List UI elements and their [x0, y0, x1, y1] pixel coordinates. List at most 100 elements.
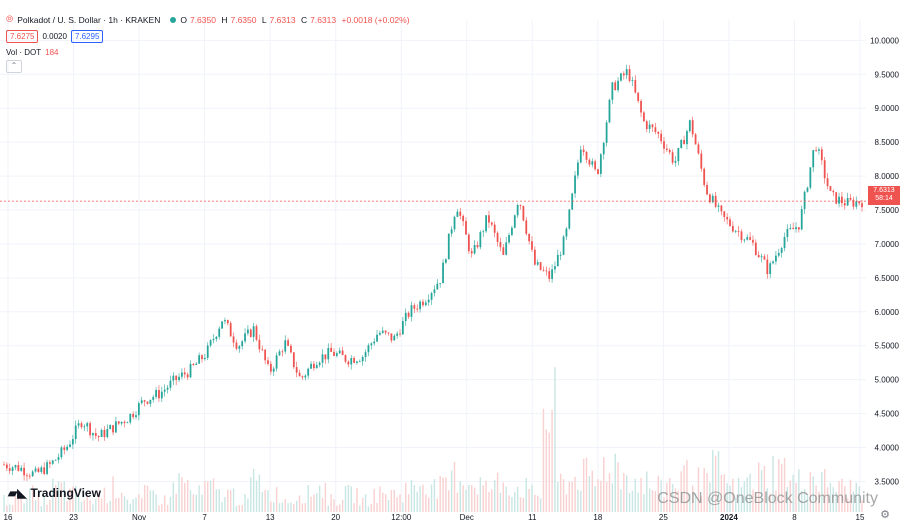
- candle: [637, 92, 640, 101]
- candle: [838, 196, 840, 204]
- price-axis: 10.0000 9.5000 9.0000 8.5000 8.0000 7.5000 7.0…: [870, 36, 899, 486]
- candle: [69, 444, 71, 447]
- candle: [252, 326, 255, 337]
- volume-bar: [129, 503, 131, 512]
- candle: [31, 471, 34, 477]
- volume-bar: [416, 491, 418, 512]
- volume-bar: [559, 473, 562, 512]
- candle: [743, 239, 746, 241]
- candle: [287, 340, 289, 346]
- volume-bar: [516, 486, 519, 512]
- volume-bar: [370, 504, 373, 512]
- volume-bar: [327, 505, 329, 512]
- y-tick-label: 3.5000: [875, 477, 900, 486]
- candle: [622, 73, 625, 76]
- candle: [602, 142, 605, 155]
- volume-bar: [700, 496, 703, 512]
- candle: [46, 462, 48, 474]
- gear-icon[interactable]: ⚙: [880, 509, 890, 521]
- candle: [683, 139, 685, 145]
- candle: [80, 423, 83, 428]
- volume-bar: [146, 485, 149, 512]
- candle: [729, 219, 731, 226]
- candle: [711, 195, 714, 203]
- volume-bar: [247, 498, 249, 512]
- volume-bar: [100, 498, 103, 512]
- candle: [367, 345, 370, 353]
- volume-bar: [620, 489, 622, 512]
- volume-bar: [359, 505, 361, 512]
- market-status-icon: [170, 16, 177, 23]
- candle: [625, 69, 628, 76]
- volume-bar: [198, 485, 200, 512]
- candle: [608, 99, 611, 123]
- candle: [579, 149, 582, 163]
- candle: [424, 302, 427, 306]
- volume-bar: [396, 497, 398, 512]
- open-label: O: [180, 14, 187, 25]
- volume-bar: [313, 494, 315, 512]
- volume-bar: [367, 506, 370, 512]
- candle: [86, 423, 89, 427]
- volume-bar: [714, 455, 717, 512]
- volume-bar: [175, 493, 177, 512]
- candle: [465, 221, 467, 235]
- volume-bar: [209, 480, 212, 512]
- candle: [634, 80, 637, 93]
- volume-bar: [795, 482, 797, 512]
- candle: [861, 203, 863, 208]
- candle: [783, 236, 786, 249]
- volume-bar: [752, 489, 754, 512]
- tradingview-logo[interactable]: ▰◣ TradingView: [8, 486, 101, 500]
- volume-bar: [723, 474, 725, 512]
- candle: [23, 467, 25, 476]
- volume-bar: [818, 491, 820, 512]
- volume-bar: [829, 482, 832, 512]
- volume-bar: [637, 492, 639, 512]
- candle: [344, 355, 347, 362]
- candle: [155, 389, 157, 397]
- volume-bar: [284, 498, 286, 512]
- candle: [700, 153, 703, 169]
- volume-bar: [356, 488, 358, 512]
- candle: [502, 247, 505, 255]
- candle: [129, 413, 132, 423]
- candle: [63, 447, 66, 450]
- candle: [654, 127, 657, 132]
- symbol-header: ⦾ Polkadot / U. S. Dollar · 1h · KRAKEN …: [6, 14, 413, 25]
- x-tick-label: 18: [593, 513, 602, 522]
- candle: [109, 425, 112, 430]
- volume-bar: [241, 504, 243, 512]
- volume-bar: [112, 476, 114, 512]
- bid-button[interactable]: 7.6275: [6, 30, 39, 43]
- candle: [674, 161, 677, 163]
- volume-bar: [316, 493, 318, 512]
- close-value: 7.6313: [310, 14, 337, 25]
- candle: [333, 351, 335, 356]
- volume-bar: [861, 500, 863, 512]
- candle: [505, 242, 508, 255]
- volume-bar: [218, 488, 220, 512]
- volume-bar: [364, 494, 367, 512]
- volume-bar: [201, 494, 203, 512]
- volume-bar: [706, 472, 708, 512]
- volume-bar: [514, 491, 516, 512]
- volume-bar: [347, 484, 350, 512]
- symbol-title[interactable]: Polkadot / U. S. Dollar · 1h · KRAKEN: [17, 14, 161, 25]
- candle: [551, 269, 553, 279]
- volume-bar: [551, 409, 553, 512]
- volume-bar: [597, 479, 599, 512]
- ask-button[interactable]: 7.6295: [70, 30, 104, 43]
- candle: [436, 283, 439, 290]
- volume-bar: [580, 490, 582, 512]
- candle: [143, 400, 146, 402]
- collapse-legend-button[interactable]: ⌃: [6, 60, 22, 73]
- candle: [645, 121, 648, 129]
- candle: [54, 459, 57, 461]
- volume-bar: [304, 502, 307, 512]
- volume-bar: [605, 481, 608, 512]
- candle: [763, 256, 766, 260]
- x-tick-label: 16: [4, 513, 13, 522]
- volume-bar: [717, 451, 720, 512]
